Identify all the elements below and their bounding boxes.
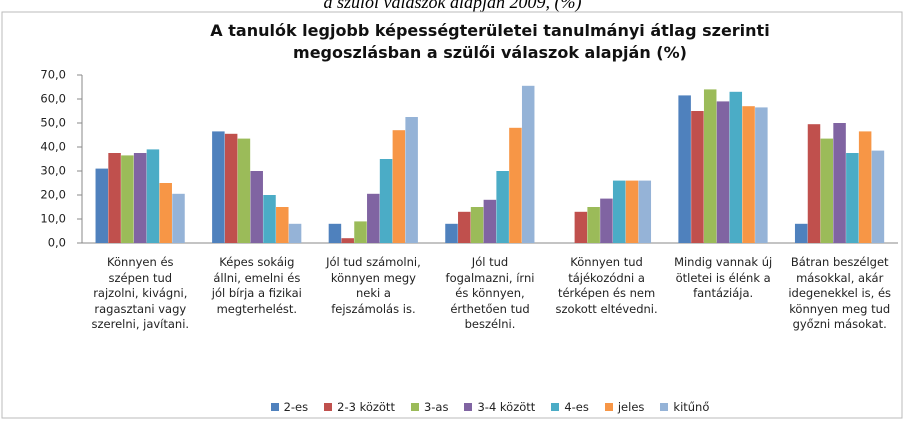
bar bbox=[729, 91, 743, 243]
bar bbox=[521, 85, 535, 243]
x-tick-label: Jól tud fogalmazni, írni és könnyen, ért… bbox=[445, 255, 535, 331]
bar bbox=[871, 150, 885, 243]
bar bbox=[172, 193, 185, 243]
bar bbox=[703, 89, 717, 244]
x-tick-label: Könnyen tud tájékozódni a térképen és ne… bbox=[555, 255, 658, 316]
legend-label: kitűnő bbox=[673, 400, 710, 414]
bar bbox=[354, 221, 367, 243]
bar bbox=[159, 183, 172, 243]
bar bbox=[587, 207, 600, 243]
legend-item: 4-es bbox=[551, 400, 589, 414]
bar bbox=[95, 168, 109, 243]
y-tick-label: 20,0 bbox=[40, 188, 66, 202]
bar bbox=[121, 155, 134, 243]
legend: 2-es 2-3 között 3-as 3-4 között 4-es jeles kit… bbox=[82, 400, 898, 414]
bar bbox=[483, 199, 497, 243]
bar bbox=[328, 223, 342, 243]
legend-swatch bbox=[551, 403, 560, 411]
bar bbox=[846, 153, 859, 243]
legend-swatch bbox=[660, 403, 669, 411]
bar bbox=[638, 180, 652, 243]
y-tick-label: 30,0 bbox=[40, 164, 66, 178]
bar bbox=[833, 123, 846, 243]
chart-title: A tanulók legjobb képességterületei tanu… bbox=[210, 21, 770, 62]
bar bbox=[445, 223, 458, 243]
bar bbox=[794, 223, 808, 243]
legend-item: 3-4 között bbox=[464, 400, 535, 414]
frame bbox=[1, 11, 903, 419]
bar bbox=[250, 171, 263, 243]
y-tick-label: 50,0 bbox=[40, 116, 66, 130]
legend-label: 4-es bbox=[564, 400, 589, 414]
bar bbox=[133, 153, 147, 243]
bar bbox=[820, 138, 834, 243]
bar bbox=[392, 130, 406, 243]
legend-label: 3-as bbox=[423, 400, 449, 414]
bar bbox=[574, 211, 588, 243]
bar bbox=[224, 133, 238, 243]
legend-label: 2-3 között bbox=[337, 400, 395, 414]
y-tick-label: 0,0 bbox=[48, 236, 66, 250]
x-tick-label: Bátran beszélget másokkal, akár idegenek… bbox=[788, 255, 892, 331]
legend-item: 3-as bbox=[410, 400, 449, 414]
legend-swatch bbox=[604, 403, 613, 411]
bar bbox=[379, 159, 393, 243]
legend-label: 3-4 között bbox=[477, 400, 536, 414]
bar bbox=[858, 131, 872, 243]
x-tick-label: Mindig vannak új ötletei is élénk a fant… bbox=[674, 255, 773, 300]
legend-swatch bbox=[324, 403, 333, 411]
bar bbox=[237, 138, 251, 243]
y-tick-label: 10,0 bbox=[40, 212, 66, 226]
bar bbox=[807, 124, 821, 243]
bar bbox=[678, 95, 691, 244]
bar bbox=[755, 107, 768, 244]
bar bbox=[458, 211, 471, 243]
bar bbox=[212, 131, 225, 243]
bar bbox=[612, 180, 626, 243]
bar bbox=[600, 198, 613, 243]
legend-swatch bbox=[410, 403, 419, 411]
x-tick-label: Könnyen és szépen tud rajzolni, kivágni,… bbox=[91, 255, 190, 331]
legend-label: 2-es bbox=[283, 400, 309, 414]
bar bbox=[367, 193, 380, 243]
legend-item: jeles bbox=[604, 400, 645, 414]
bar bbox=[341, 238, 354, 243]
bar bbox=[716, 101, 730, 244]
bar bbox=[496, 171, 509, 243]
y-tick-label: 60,0 bbox=[40, 92, 66, 106]
bar bbox=[470, 207, 484, 243]
bar bbox=[263, 195, 276, 243]
legend-item: 2-3 között bbox=[324, 400, 395, 414]
bar bbox=[405, 117, 418, 243]
bar bbox=[276, 207, 289, 243]
bar bbox=[146, 149, 160, 243]
legend-swatch bbox=[464, 403, 473, 411]
bar bbox=[742, 106, 755, 243]
x-tick-label: Jól tud számolni, könnyen megy neki a fe… bbox=[326, 255, 421, 316]
bar bbox=[288, 223, 302, 243]
bar bbox=[625, 180, 639, 243]
legend-item: 2-es bbox=[270, 400, 309, 414]
y-tick-label: 40,0 bbox=[40, 140, 66, 154]
y-tick-label: 70,0 bbox=[40, 68, 66, 82]
bar bbox=[108, 153, 121, 243]
legend-item: kitűnő bbox=[660, 400, 709, 414]
bar bbox=[691, 111, 704, 243]
legend-label: jeles bbox=[617, 400, 645, 414]
legend-swatch bbox=[270, 403, 279, 411]
x-tick-label: Képes sokáig állni, emelni és jól bírja … bbox=[211, 255, 302, 316]
bar bbox=[509, 127, 522, 243]
caption: a szülői válaszok alapján 2009, (%) bbox=[323, 0, 582, 12]
